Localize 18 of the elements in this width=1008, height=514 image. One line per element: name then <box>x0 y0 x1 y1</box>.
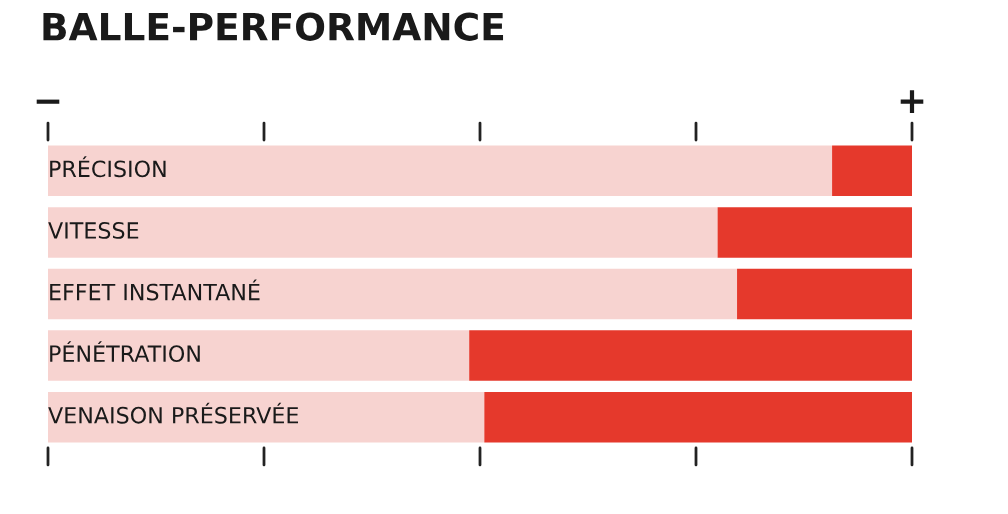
bar <box>48 207 718 258</box>
y-tick-label: PÉNÉTRATION <box>50 341 200 363</box>
bar <box>48 330 470 381</box>
bar <box>832 145 912 197</box>
chart-title: BALLE-PERFORMANCE <box>43 12 504 41</box>
bar <box>717 207 912 258</box>
bar <box>737 268 912 320</box>
y-tick-label: VITESSE <box>48 222 139 239</box>
bar <box>484 391 912 443</box>
text: + <box>900 90 924 113</box>
bar <box>48 268 738 320</box>
y-tick-label: EFFET INSTANTANÉ <box>50 279 260 301</box>
bar <box>48 391 485 443</box>
bar <box>469 330 912 381</box>
text: − <box>36 99 60 104</box>
y-tick-label: PRÉCISION <box>50 156 166 178</box>
bar <box>48 145 833 197</box>
y-tick-label: VENAISON PRÉSERVÉE <box>48 402 299 424</box>
